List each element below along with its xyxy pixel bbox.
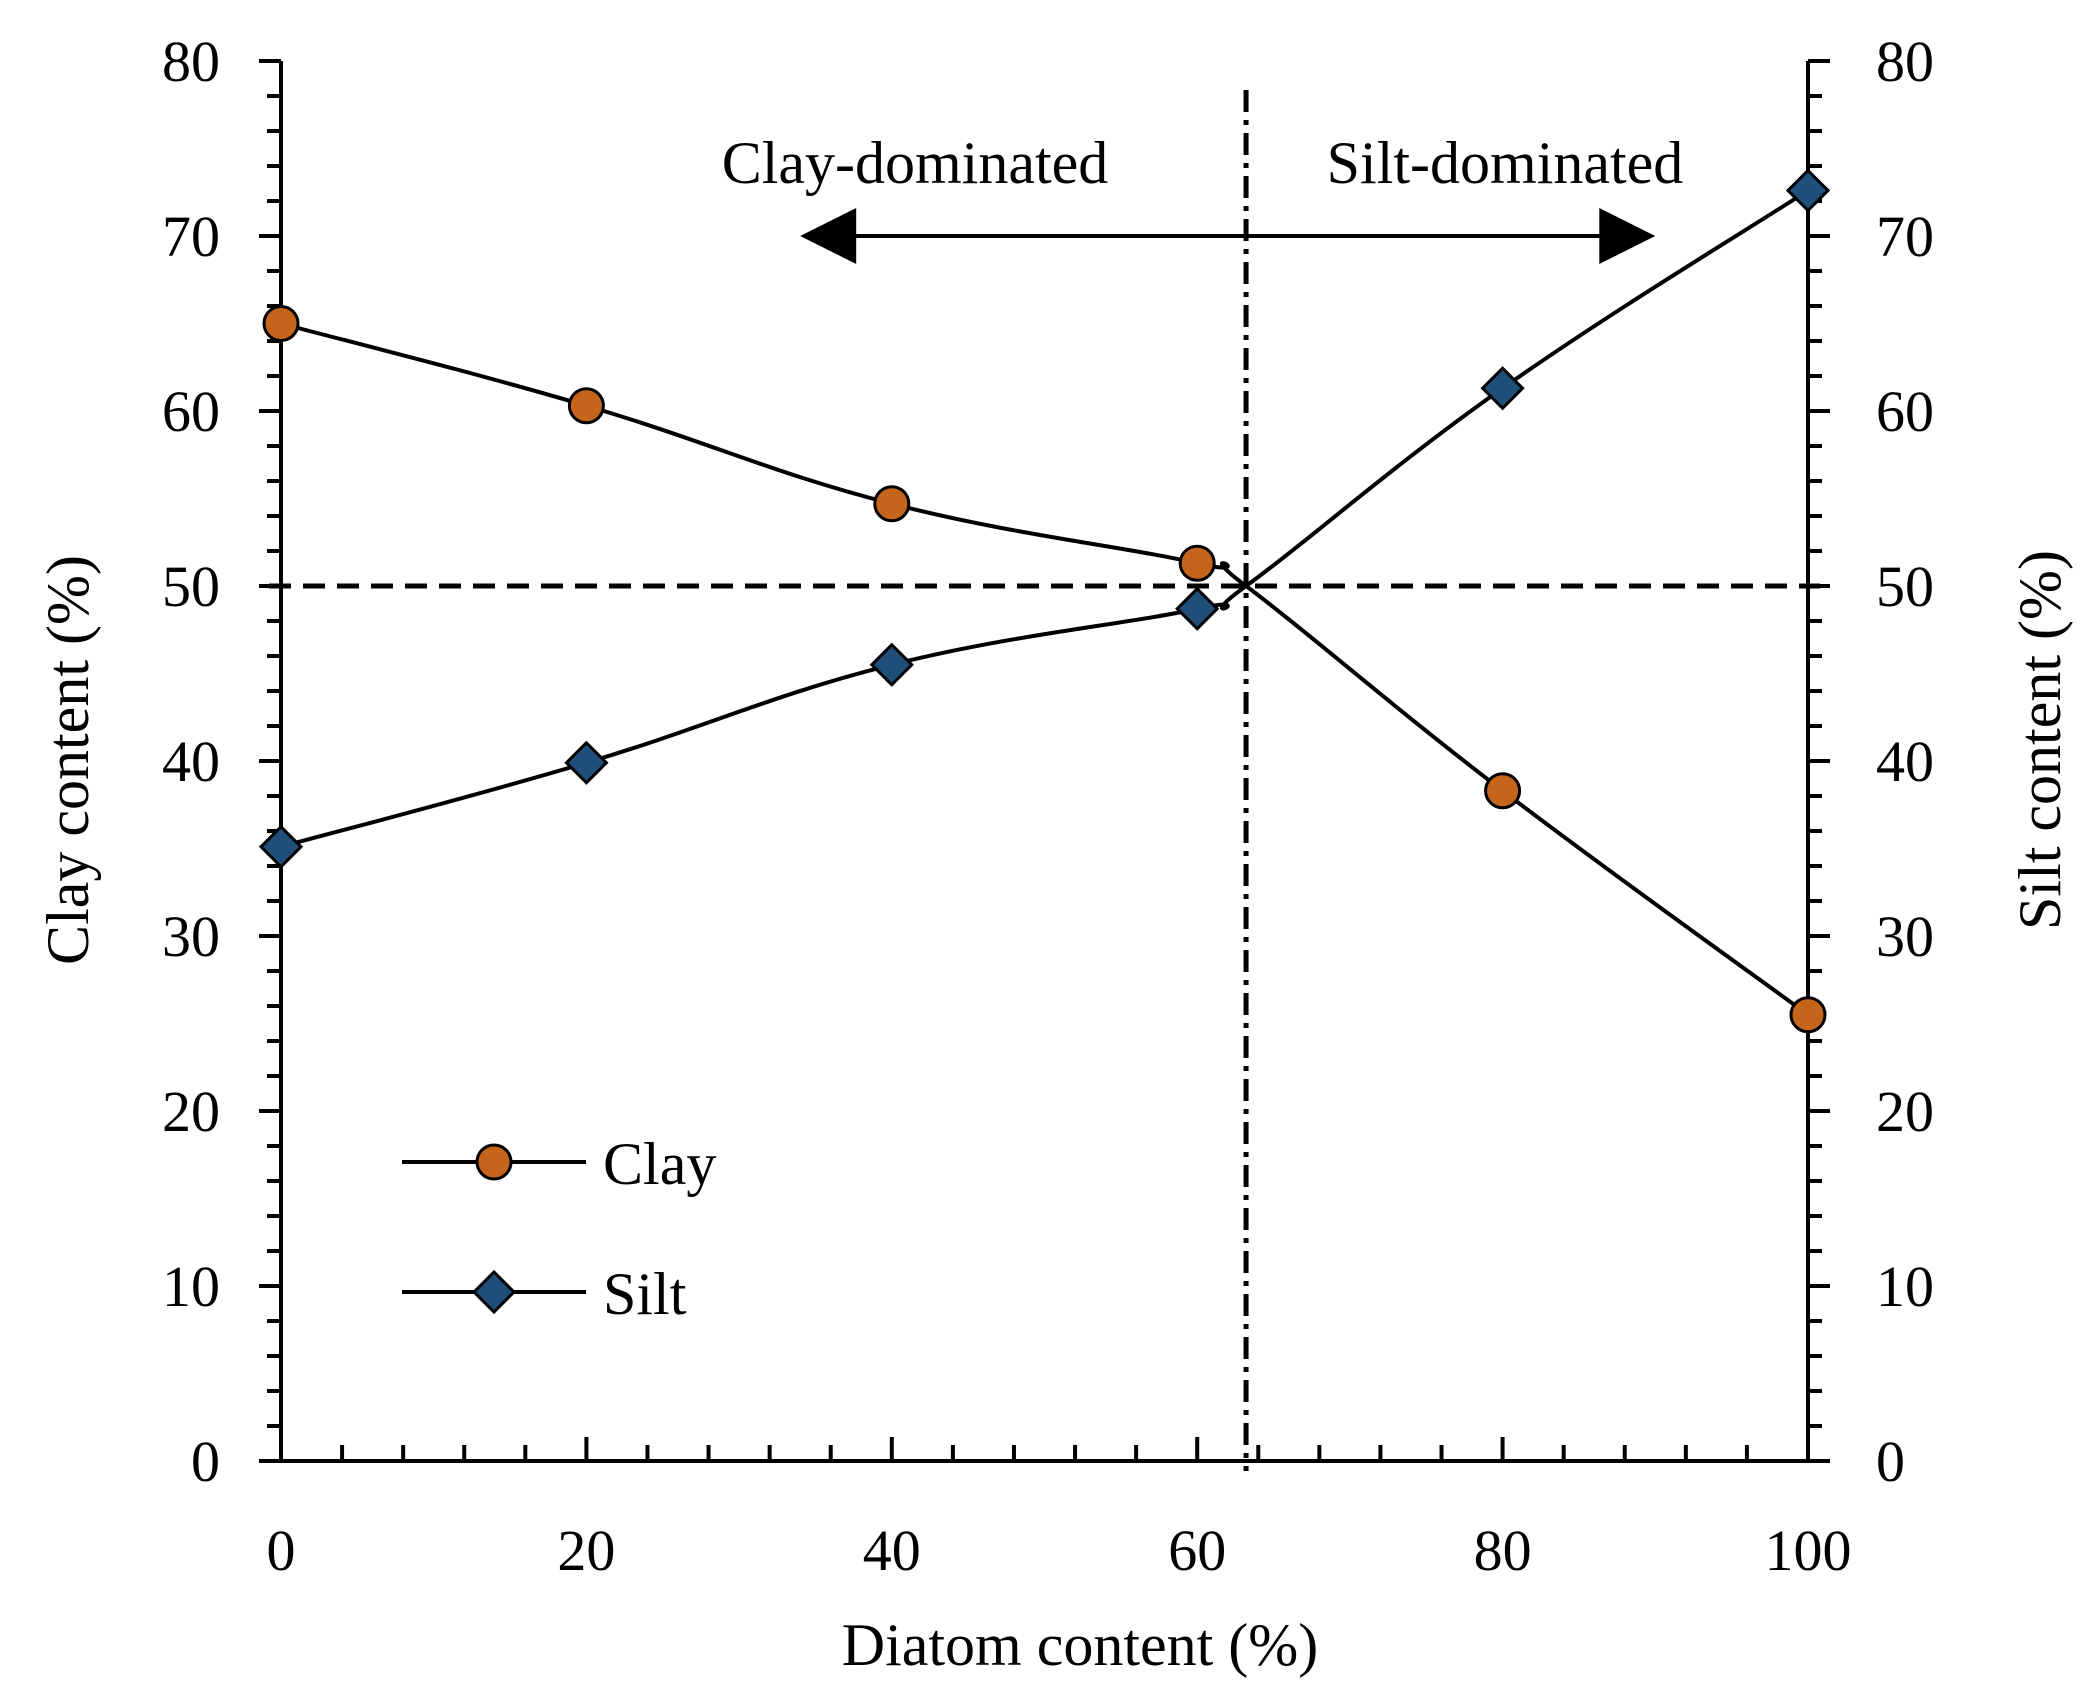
data-point-silt (258, 824, 304, 869)
data-point-clay (873, 485, 911, 523)
legend-marker-clay (475, 1143, 513, 1181)
axis-ticks (259, 59, 1830, 1463)
data-point-clay (567, 387, 605, 425)
data-point-clay (1789, 996, 1827, 1034)
y-right-tick-label: 60 (1876, 379, 1934, 444)
legend-marker-silt (471, 1269, 517, 1315)
y-right-tick-label: 0 (1876, 1429, 1905, 1494)
annotations: Clay-dominated Silt-dominated (722, 130, 1684, 264)
legend: Clay Silt (402, 1131, 716, 1327)
x-tick-label: 40 (863, 1518, 921, 1583)
y-right-tick-label: 80 (1876, 29, 1934, 94)
series-line-clay (280, 321, 1810, 1017)
arrow-right-head (1599, 208, 1656, 264)
silt-dominated-label: Silt-dominated (1327, 130, 1684, 196)
y-right-tick-label: 30 (1876, 904, 1934, 969)
y-left-tick-label: 70 (162, 204, 220, 269)
y-right-tick-label: 50 (1876, 554, 1934, 619)
series-markers (258, 168, 1831, 1034)
y-right-tick-label: 20 (1876, 1079, 1934, 1144)
y-right-tick-label: 70 (1876, 204, 1934, 269)
series-lines (280, 188, 1810, 1017)
x-tick-label: 100 (1765, 1518, 1852, 1583)
x-tick-label: 20 (557, 1518, 615, 1583)
series-line-silt (280, 188, 1810, 849)
x-tick-label: 80 (1474, 1518, 1532, 1583)
y-left-tick-label: 60 (162, 379, 220, 444)
data-point-silt (564, 740, 609, 785)
clay-dominated-label: Clay-dominated (722, 130, 1109, 196)
legend-label-clay: Clay (603, 1131, 716, 1197)
y-left-axis-title: Clay content (%) (35, 555, 101, 965)
x-tick-label: 60 (1168, 1518, 1226, 1583)
y-right-axis-title: Silt content (%) (2007, 550, 2073, 930)
data-point-silt (1785, 168, 1831, 213)
y-left-tick-label: 10 (162, 1254, 220, 1319)
y-left-tick-label: 0 (191, 1429, 220, 1494)
y-right-tick-label: 40 (1876, 729, 1934, 794)
y-left-tick-label: 80 (162, 29, 220, 94)
y-left-tick-label: 20 (162, 1079, 220, 1144)
data-point-silt (869, 642, 914, 687)
data-point-silt (1175, 586, 1220, 631)
arrow-left-head (800, 208, 857, 264)
axes (279, 61, 1810, 1463)
x-axis-title: Diatom content (%) (842, 1612, 1319, 1678)
reference-lines (269, 90, 1820, 1471)
y-left-tick-label: 40 (162, 729, 220, 794)
data-point-clay (262, 305, 300, 342)
x-tick-label: 0 (267, 1518, 296, 1583)
data-point-clay (1484, 772, 1522, 810)
legend-label-silt: Silt (603, 1261, 687, 1327)
data-point-silt (1480, 366, 1525, 411)
y-left-tick-label: 50 (162, 554, 220, 619)
data-point-clay (1178, 544, 1216, 582)
y-left-tick-label: 30 (162, 904, 220, 969)
y-right-tick-label: 10 (1876, 1254, 1934, 1319)
